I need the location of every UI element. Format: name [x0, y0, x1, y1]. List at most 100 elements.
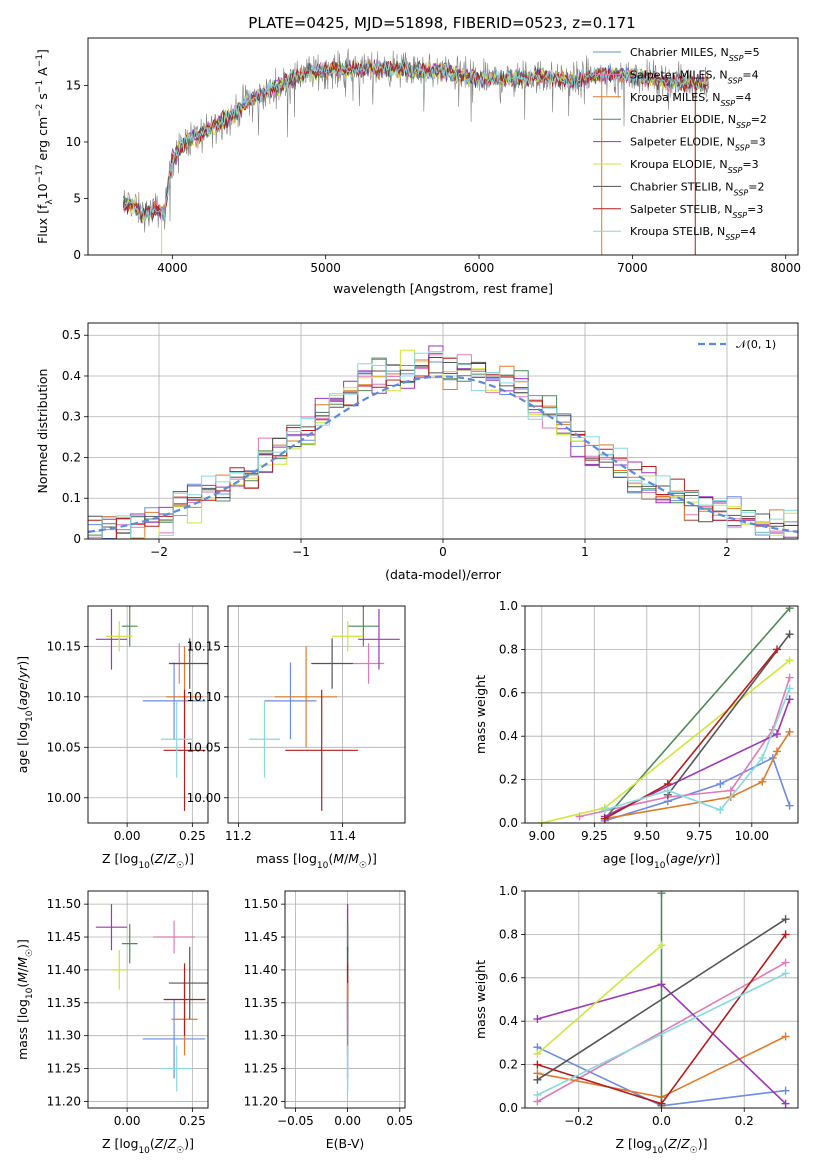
y-tick-label: 11.50	[244, 897, 278, 911]
model-spectrum-line	[123, 58, 709, 222]
x-axis-label: E(B-V)	[326, 1136, 365, 1151]
weight-series-line	[604, 607, 791, 820]
x-tick-label: 0.0	[652, 1114, 671, 1128]
weight-point-marker	[781, 969, 790, 978]
residual-histogram	[88, 351, 798, 539]
y-tick-label: 11.25	[244, 1062, 278, 1076]
residual-histogram-panel: −2 −1 0 1 2 0 0.1 0.2 0.3 0.4 0.5 𝒩(0, 1) (data-mode…	[35, 322, 799, 582]
weight-point-marker	[537, 819, 546, 823]
axes-frame	[284, 890, 406, 1109]
y-axis-label: mass [log10(M/M☉)]	[15, 939, 35, 1060]
weight-point-marker	[785, 695, 794, 704]
y-tick-label: 11.30	[47, 1029, 81, 1043]
weight-point-marker	[657, 941, 666, 950]
y-tick-label: 11.40	[244, 963, 278, 977]
weight-point-marker	[781, 930, 790, 939]
legend-label: Kroupa ELODIE, NSSP=3	[630, 158, 759, 175]
weight-series-line	[667, 633, 791, 796]
y-tick-label: 0.6	[499, 971, 518, 985]
legend-label: Salpeter STELIB, NSSP=3	[630, 203, 763, 220]
weight-point-marker	[533, 1075, 542, 1084]
normal-distribution-curve	[88, 375, 798, 533]
mass-vs-metallicity-panel: 0.00 0.25 11.20 11.25 11.30 11.35 11.40 11.45 11…	[15, 890, 209, 1156]
x-axis-label: mass [log10(M/M☉)]	[256, 851, 377, 871]
x-tick-label: 9.25	[581, 829, 608, 843]
y-axis-label: mass weight	[473, 675, 488, 754]
y-tick-label: 0.2	[499, 1058, 518, 1072]
y-tick-label: 10.00	[187, 791, 221, 805]
y-tick-label: 0.1	[62, 491, 81, 505]
x-tick-label: 0.00	[334, 1114, 361, 1128]
weight-point-marker	[533, 1090, 542, 1099]
model-spectrum-line	[123, 59, 709, 223]
legend-label: Chabrier STELIB, NSSP=2	[630, 180, 764, 197]
weight-vs-metallicity-panel: −0.2 0.0 0.2 0.0 0.2 0.4 0.6 0.8 1.0 Z [log10(Z/Z…	[473, 884, 799, 1156]
x-axis-label: Z [log10(Z/Z☉)]	[615, 1136, 707, 1156]
mass-vs-ebv-panel: −0.05 0.00 0.05 11.20 11.25 11.30 11.35 11.40 11…	[244, 890, 413, 1151]
weight-vs-age-panel: 9.00 9.25 9.50 9.75 10.00 0.0 0.2 0.4 0.6 0.8 1.0 a…	[473, 599, 799, 871]
model-spectrum-line	[123, 58, 709, 221]
weight-point-marker	[600, 814, 609, 823]
x-tick-label: 2	[723, 545, 731, 559]
weight-point-marker	[785, 684, 794, 693]
legend-label: Chabrier MILES, NSSP=5	[630, 46, 760, 63]
x-tick-label: 4000	[157, 261, 188, 275]
y-tick-label: 0	[73, 532, 81, 546]
y-tick-label: 11.50	[47, 897, 81, 911]
y-tick-label: 10.15	[47, 639, 81, 653]
weight-point-marker	[663, 786, 672, 795]
axes-frame	[87, 322, 799, 540]
model-spectrum-line	[123, 60, 709, 220]
x-tick-label: 11.4	[329, 829, 356, 843]
weight-point-marker	[533, 1060, 542, 1069]
weight-series-line	[541, 659, 791, 823]
x-tick-label: 0	[439, 545, 447, 559]
x-tick-label: −0.2	[564, 1114, 593, 1128]
y-tick-label: 0.2	[62, 450, 81, 464]
y-tick-label: 0.4	[499, 1014, 518, 1028]
figure-title: PLATE=0425, MJD=51898, FIBERID=0523, z=0…	[248, 14, 635, 32]
weight-point-marker	[716, 805, 725, 814]
x-axis-label: Z [log10(Z/Z☉)]	[102, 851, 194, 871]
age-vs-mass-panel: 11.2 11.4 10.00 10.05 10.10 10.15 mass [log10(…	[187, 605, 406, 871]
weight-point-marker	[600, 805, 609, 814]
y-tick-label: 11.40	[47, 963, 81, 977]
x-tick-label: 6000	[464, 261, 495, 275]
y-tick-label: 5	[73, 191, 81, 205]
axes-frame	[524, 605, 799, 824]
y-tick-label: 1.0	[499, 599, 518, 613]
x-tick-label: 5000	[310, 261, 341, 275]
y-tick-label: 1.0	[499, 884, 518, 898]
x-tick-label: −2	[150, 545, 168, 559]
y-tick-label: 0.4	[62, 369, 81, 383]
weight-point-marker	[785, 801, 794, 810]
weight-point-marker	[785, 673, 794, 682]
y-tick-label: 10.10	[187, 690, 221, 704]
y-tick-label: 11.35	[244, 996, 278, 1010]
y-tick-label: 10.05	[187, 740, 221, 754]
y-axis-label: mass weight	[473, 960, 488, 1039]
y-tick-label: 11.30	[244, 1029, 278, 1043]
y-axis-label: Normed distribution	[35, 369, 50, 494]
x-tick-label: 9.50	[633, 829, 660, 843]
x-tick-label: 10.00	[735, 829, 769, 843]
y-tick-label: 10.15	[187, 639, 221, 653]
y-tick-label: 10	[66, 135, 81, 149]
y-tick-label: 0.8	[499, 927, 518, 941]
model-spectrum-line	[122, 60, 709, 219]
y-tick-label: 0.8	[499, 642, 518, 656]
x-tick-label: 0.00	[114, 1114, 141, 1128]
legend-label: Kroupa STELIB, NSSP=4	[630, 225, 756, 242]
legend-label: 𝒩(0, 1)	[736, 338, 776, 351]
axes-frame	[227, 605, 406, 824]
y-tick-label: 10.00	[47, 791, 81, 805]
y-tick-label: 11.35	[47, 996, 81, 1010]
axes-frame	[87, 605, 209, 824]
weight-series-line	[536, 944, 663, 1055]
weight-point-marker	[773, 747, 781, 756]
x-tick-label: 0.25	[179, 1114, 206, 1128]
weight-point-marker	[785, 656, 794, 665]
x-tick-label: 7000	[617, 261, 648, 275]
x-axis-label: (data-model)/error	[385, 567, 502, 582]
